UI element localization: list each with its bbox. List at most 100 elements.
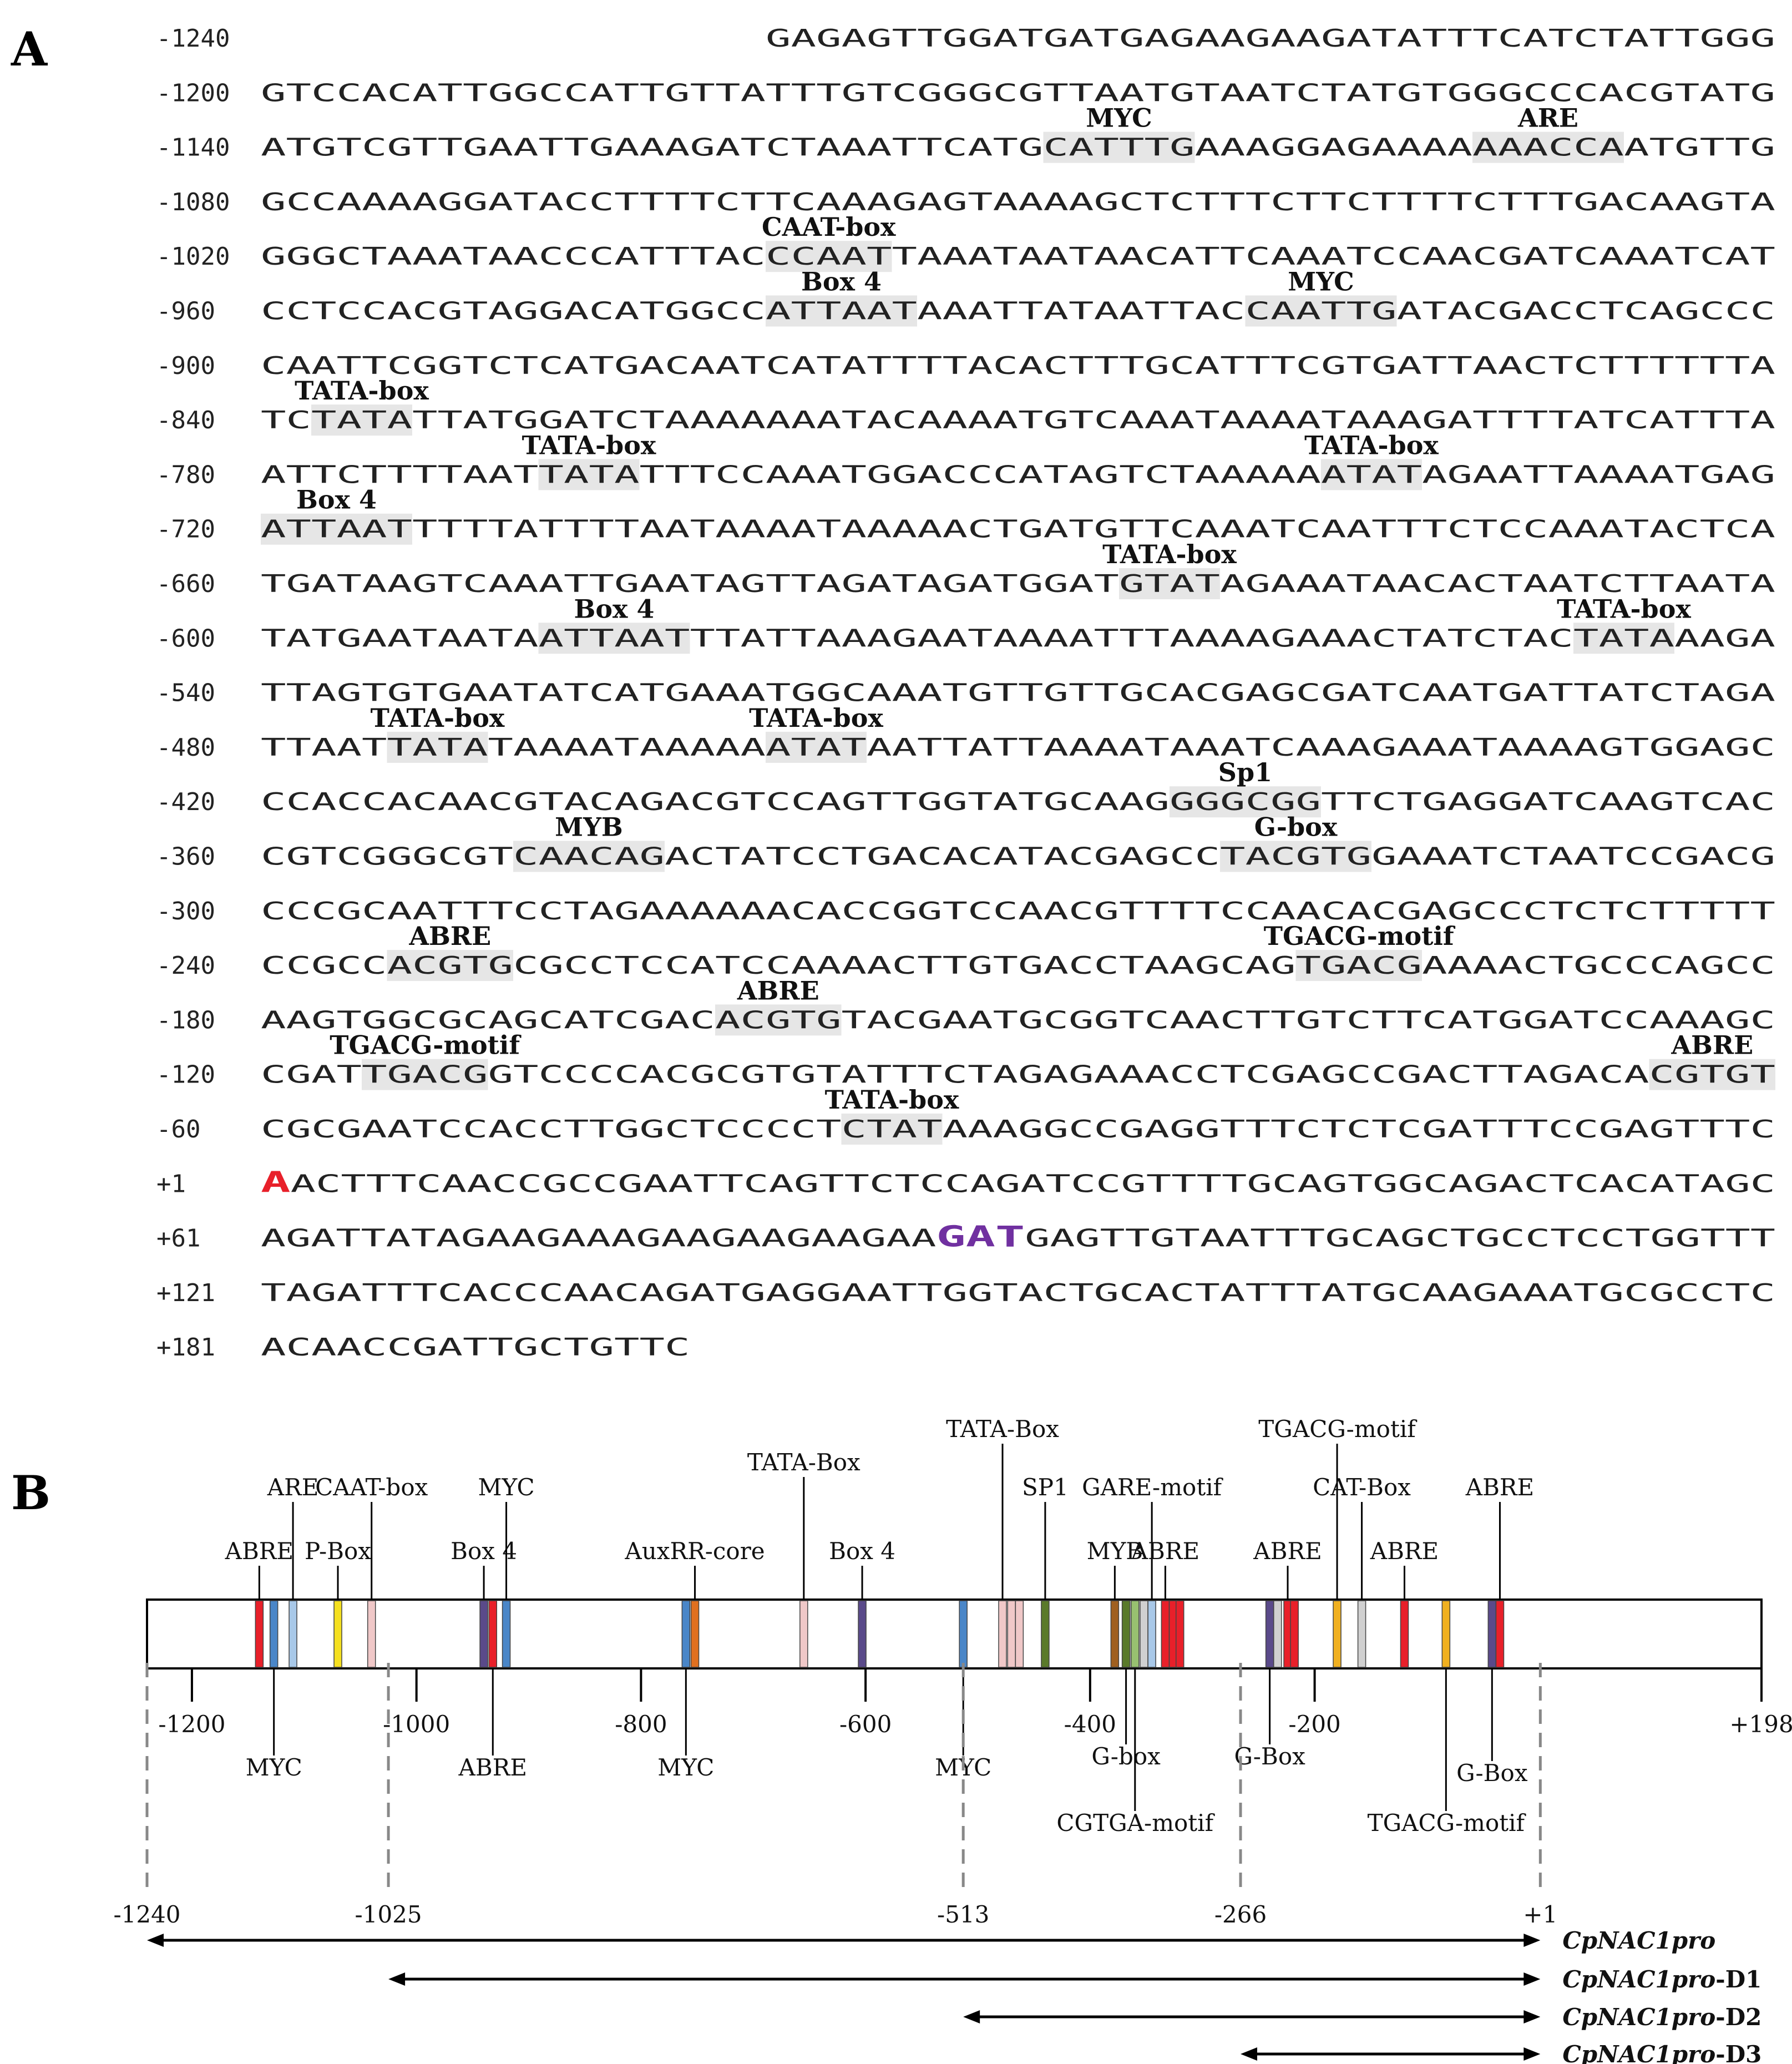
deletion-label: -1025: [355, 1901, 422, 1928]
cis-element: GARE-motif: [1082, 1474, 1224, 1668]
cis-element: ABRE: [1465, 1474, 1534, 1668]
sequence-line: -1020 CAAT-boxGGGCTAAATAACCCATTTACCCAATTA…: [156, 212, 1775, 272]
sequence-line: -600 Box 4 TATA-boxTATGAATAATAATTAATTTATTA…: [156, 594, 1775, 654]
position-number: +181: [156, 1333, 215, 1362]
sequence-line: -1240 GAGAGTTGGATGATGAGAAGAAGATATTTCATCTA…: [156, 24, 1775, 53]
motif-label: Sp1: [1218, 757, 1272, 787]
cis-element: CGTGA-motif: [1056, 1600, 1216, 1837]
position-number: -660: [156, 570, 215, 598]
motif-label: Box 4: [296, 485, 377, 515]
motif-label: TATA-box: [1557, 594, 1691, 624]
position-number: -780: [156, 461, 215, 489]
nucleotide-sequence: ATTAATTTTTATTTTAATAAAATAAAAACTGATGTTCAAA…: [261, 515, 1775, 544]
element-mark: [488, 1600, 498, 1668]
motif-highlight: [715, 1004, 842, 1036]
element-mark: [1290, 1600, 1299, 1668]
element-mark: [1495, 1600, 1505, 1668]
nucleotide-sequence: TTAATTATATAAAATAAAAAATATAATTATTAAAATAAAT…: [261, 733, 1775, 762]
sequence-line: +121 TAGATTTCACCCAACAGATGAGGAATTGGTACTGCA…: [156, 1279, 1775, 1307]
element-label: ABRE: [1370, 1537, 1439, 1565]
nucleotide-sequence: CGTCGGGCGTCAACAGACTATCCTGACACATACGAGCCTA…: [261, 843, 1775, 871]
cis-element: [1140, 1600, 1148, 1668]
deletion-label: -513: [937, 1901, 989, 1928]
cis-element: ABRE: [458, 1600, 527, 1781]
element-mark: [1400, 1600, 1409, 1668]
cis-element: G-Box: [1234, 1600, 1305, 1770]
cis-element: MYB: [1087, 1537, 1143, 1668]
nucleotide-sequence: CCGCCACGTGCGCCTCCATCCAAAACTTGTGACCTAAGCA…: [261, 952, 1775, 980]
motif-label: TATA-box: [1102, 539, 1237, 569]
motif-highlight: [538, 459, 640, 490]
element-label: ABRE: [458, 1754, 527, 1781]
element-mark: [1110, 1600, 1120, 1668]
motif-label: TATA-box: [371, 703, 505, 733]
nucleotide-sequence: CGATTGACGGTCCCCACGCGTGTATTTCTAGAGAAACCTC…: [261, 1061, 1775, 1089]
position-number: -480: [156, 733, 215, 762]
motif-label: MYC: [1288, 267, 1354, 297]
motif-highlight: [1573, 623, 1674, 654]
motif-label: TATA-box: [1304, 430, 1439, 460]
position-number: -720: [156, 515, 215, 544]
motif-label: TATA-box: [749, 703, 883, 733]
motif-highlight: [387, 950, 513, 982]
element-label: G-box: [1091, 1743, 1161, 1770]
motif-label: TATA-box: [522, 430, 656, 460]
element-label: TGACG-motif: [1258, 1415, 1418, 1443]
cis-element: ABRE: [225, 1537, 293, 1668]
element-mark: [1140, 1600, 1148, 1668]
nucleotide-sequence: TAGATTTCACCCAACAGATGAGGAATTGGTACTGCACTAT…: [261, 1279, 1775, 1307]
motif-highlight: [538, 623, 690, 654]
position-number: -1080: [156, 188, 230, 216]
nucleotide-sequence: CCACCACAACGTACAGACGTCCAGTTGGTATGCAAGGGGC…: [261, 788, 1775, 816]
motif-label: TATA-box: [825, 1085, 959, 1115]
axis-tick-label: -1000: [383, 1711, 450, 1738]
sequence-line: -300 CCCGCAATTTCCTAGAAAAAACACCGGTCCAACGTT…: [156, 897, 1775, 925]
element-label: TATA-Box: [747, 1449, 860, 1476]
sequence-line: -780 TATA-box TATA-boxATTCTTTTAATTATATTTCC…: [156, 430, 1775, 490]
sequence-line: -120 TGACG-motif ABRECGATTGACGGTCCCCACGCGT…: [156, 1030, 1775, 1090]
nucleotide-sequence: TTAGTGTGAATATCATGAAATGGCAAATGTTGTTGCACGA…: [261, 679, 1775, 707]
cis-element: SP1: [1022, 1474, 1069, 1668]
position-number: -240: [156, 952, 215, 980]
cis-element: ABRE: [1370, 1537, 1439, 1668]
cis-element: [1290, 1600, 1299, 1668]
cis-element: CAT-Box: [1313, 1474, 1411, 1668]
element-mark: [1333, 1600, 1342, 1668]
motif-label: ABRE: [408, 921, 491, 951]
element-mark: [1121, 1600, 1131, 1668]
cis-element: TATA-Box: [747, 1449, 860, 1668]
cis-element: AuxRR-core: [624, 1537, 765, 1668]
motif-label: ABRE: [1670, 1030, 1753, 1060]
sequence-line: +1 A ACTTTCAACCGCCGAATTCAGTTCTCCAGATCCGTTT…: [156, 1166, 1775, 1199]
element-label: ABRE: [225, 1537, 293, 1565]
position-number: -540: [156, 679, 215, 707]
sequence-line: +181 ACAACCGATTGCTGTTC: [156, 1333, 690, 1362]
sequence-line: -240 ABRE TGACG-motifCCGCCACGTGCGCCTCCATCC…: [156, 921, 1775, 982]
nucleotide-sequence: GCCAAAAGGATACCTTTTCTTCAAAGAGTAAAAGCTCTTT…: [261, 188, 1775, 216]
motif-label: Box 4: [801, 267, 882, 297]
element-mark: [1487, 1600, 1497, 1668]
nucleotide-sequence: CGCGAATCCACCTTGGCTCCCCTCTATAAAGGCCGAGGTT…: [261, 1115, 1775, 1144]
motif-highlight: [1321, 459, 1422, 490]
element-label: Box 4: [829, 1537, 895, 1565]
position-number: -600: [156, 624, 215, 652]
motif-label: MYB: [555, 812, 623, 842]
cis-element: TGACG-motif: [1258, 1415, 1418, 1668]
element-mark: [479, 1600, 488, 1668]
element-label: CAAT-box: [315, 1474, 428, 1501]
element-label: P-Box: [305, 1537, 371, 1565]
position-number: -840: [156, 406, 215, 434]
sequence-line: -360 MYB G-boxCGTCGGGCGTCAACAGACTATCCTGACA…: [156, 812, 1775, 872]
construct-label: CpNAC1pro-D2: [1562, 2004, 1761, 2031]
element-mark: [998, 1600, 1007, 1668]
motif-highlight: [1295, 950, 1422, 982]
cis-element: ABRE: [1253, 1537, 1322, 1668]
position-axis: -1200 -1000 -800 -600 -400 -200 +198: [158, 1668, 1792, 1738]
cis-element: G-box: [1091, 1600, 1161, 1770]
nucleotide-sequence: AAGTGGCGCAGCATCGACACGTGTACGAATGCGGTCAACT…: [261, 1006, 1775, 1034]
cis-element: Box 4: [829, 1537, 895, 1668]
nucleotide-sequence: GGGCTAAATAACCCATTTACCCAATTAAATAATAACATTC…: [261, 242, 1775, 271]
motif-label: G-box: [1254, 812, 1338, 842]
cis-element: TGACG-motif: [1368, 1600, 1527, 1837]
nucleotide-sequence: GAGAGTTGGATGATGAGAAGAAGATATTTCATCTATTGGG: [766, 24, 1775, 53]
